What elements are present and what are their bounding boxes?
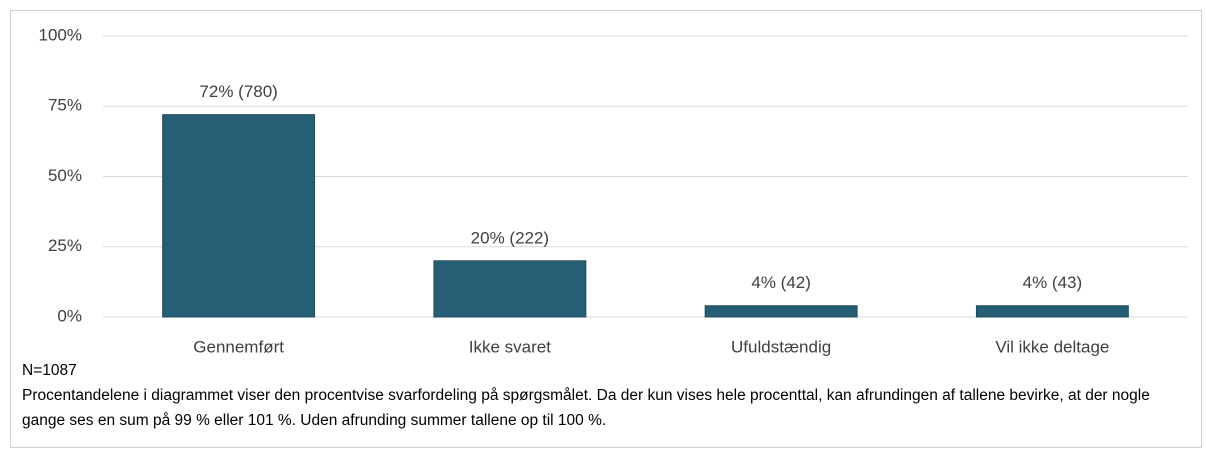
note: Procentandelene i diagrammet viser den p…	[22, 387, 1150, 429]
y-tick-label: 100%	[39, 25, 82, 44]
y-tick-label: 50%	[48, 166, 82, 185]
sample-size: N=1087	[22, 362, 77, 379]
y-tick-label: 75%	[48, 96, 82, 115]
bar	[162, 114, 316, 318]
y-tick-label: 25%	[48, 236, 82, 255]
chart-frame	[10, 10, 1202, 448]
data-label: 72% (780)	[199, 82, 277, 101]
x-tick-label: Ufuldstændig	[731, 337, 831, 356]
bar	[433, 260, 587, 318]
x-tick-label: Gennemført	[193, 337, 284, 356]
x-tick-label: Ikke svaret	[469, 337, 551, 356]
data-label: 4% (43)	[1023, 273, 1083, 292]
y-tick-label: 0%	[57, 306, 82, 325]
x-tick-label: Vil ikke deltage	[995, 337, 1109, 356]
data-label: 4% (42)	[751, 273, 811, 292]
bar	[704, 305, 858, 318]
data-label: 20% (222)	[471, 228, 549, 247]
bar	[975, 305, 1129, 318]
